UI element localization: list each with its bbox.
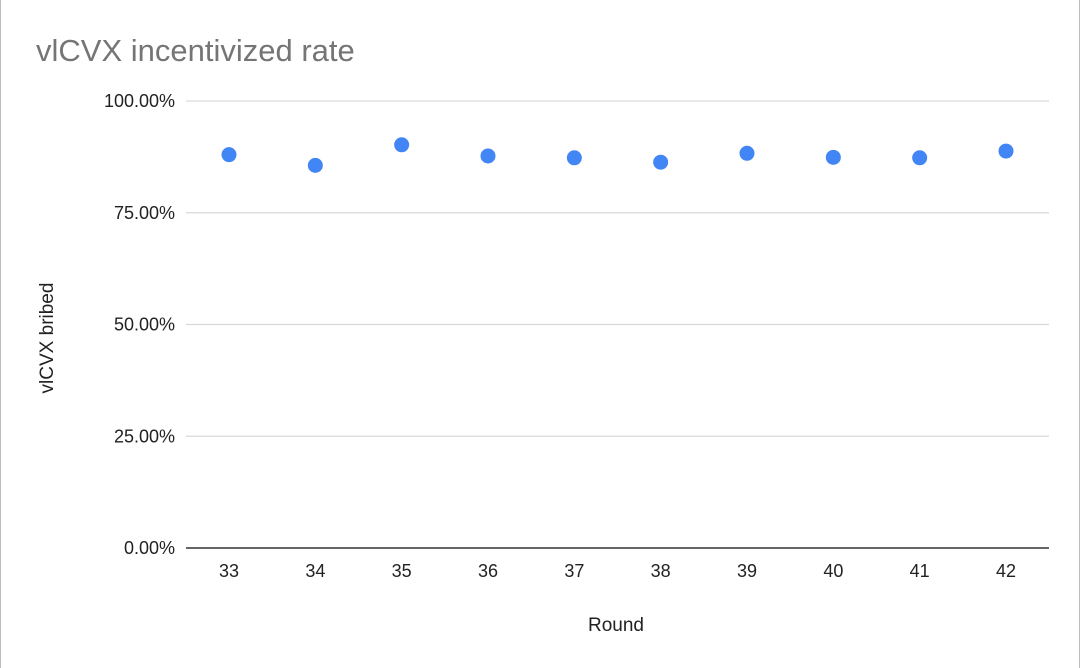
y-tick-label: 25.00% <box>114 426 175 446</box>
x-tick-label: 34 <box>305 561 325 581</box>
y-axis-title: vlCVX bribed <box>37 283 58 394</box>
y-axis: 0.00% 25.00% 50.00% 75.00% 100.00% <box>104 91 175 558</box>
data-point <box>566 150 582 166</box>
x-tick-label: 42 <box>996 561 1016 581</box>
x-tick-label: 40 <box>823 561 843 581</box>
x-axis: 33 34 35 36 37 38 39 40 41 42 <box>219 561 1016 581</box>
y-tick-label: 100.00% <box>104 91 175 111</box>
x-tick-label: 37 <box>564 561 584 581</box>
grid-lines <box>186 100 1049 549</box>
data-point <box>480 148 496 164</box>
x-tick-label: 33 <box>219 561 239 581</box>
data-point <box>653 154 669 170</box>
data-point <box>394 137 410 153</box>
y-tick-label: 75.00% <box>114 203 175 223</box>
x-tick-label: 41 <box>910 561 930 581</box>
data-points <box>221 137 1014 173</box>
y-tick-label: 50.00% <box>114 315 175 335</box>
chart-title: vlCVX incentivized rate <box>36 33 355 68</box>
data-point <box>307 157 323 173</box>
x-axis-title: Round <box>588 615 644 636</box>
data-point <box>221 147 237 163</box>
x-tick-label: 39 <box>737 561 757 581</box>
x-tick-label: 38 <box>651 561 671 581</box>
y-tick-label: 0.00% <box>124 538 175 558</box>
data-point <box>739 145 755 161</box>
data-point <box>912 150 928 166</box>
x-tick-label: 35 <box>392 561 412 581</box>
x-tick-label: 36 <box>478 561 498 581</box>
data-point <box>825 149 841 165</box>
data-point <box>998 143 1014 159</box>
